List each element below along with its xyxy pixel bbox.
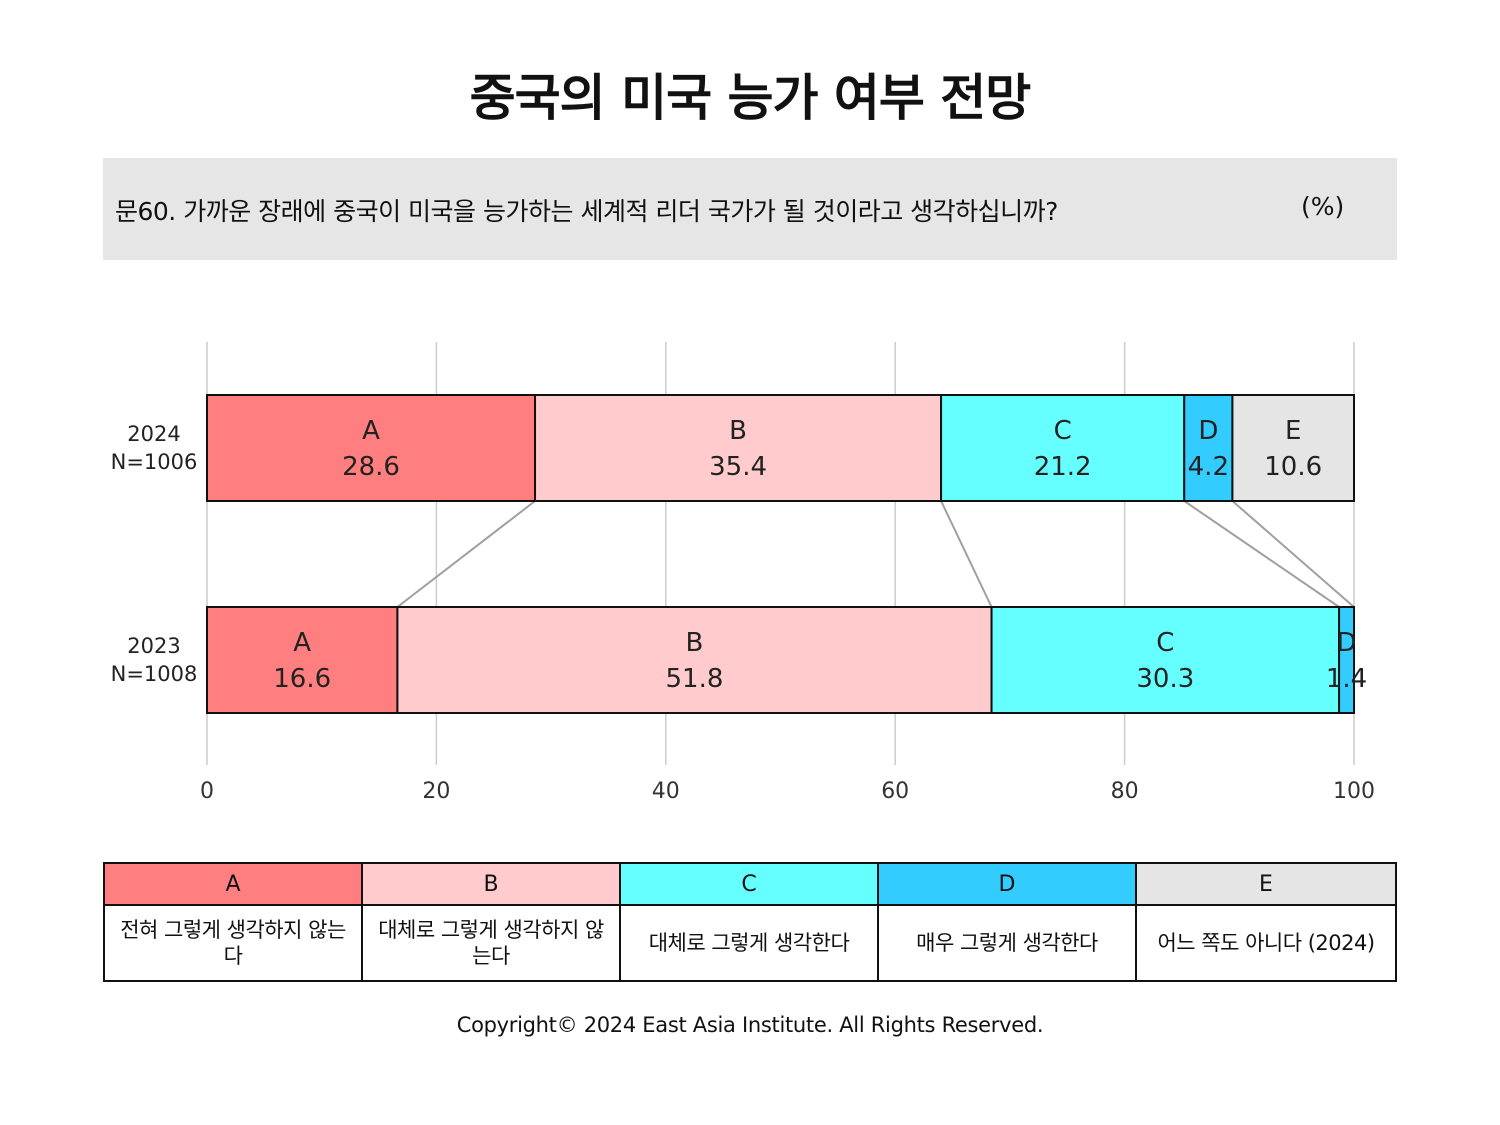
bar-series-label-2024-d: D	[1198, 416, 1218, 446]
data-label-2023-a: 16.6	[273, 664, 331, 694]
legend-header-d: D	[879, 864, 1137, 906]
bar-series-label-2023-b: B	[686, 628, 704, 658]
bar-series-label-2024-c: C	[1054, 416, 1072, 446]
bar-2024-a	[206, 394, 537, 502]
y-sample-size-2024: N=1006	[111, 450, 198, 474]
x-tick-label-0: 0	[200, 779, 214, 804]
bar-2024-c	[940, 394, 1186, 502]
data-label-2024-a: 28.6	[342, 452, 400, 482]
data-label-2024-c: 21.2	[1034, 452, 1092, 482]
data-label-2023-b: 51.8	[666, 664, 724, 694]
legend-table: A B C D E 전혀 그렇게 생각하지 않는다 대체로 그렇게 생각하지 않…	[103, 862, 1397, 982]
connector-line-d	[1231, 500, 1355, 608]
bar-2024-e	[1231, 394, 1355, 502]
data-label-2024-d: 4.2	[1188, 452, 1229, 482]
bar-series-label-2023-a: A	[293, 628, 311, 658]
y-category-label-2023: 2023	[127, 634, 180, 658]
bar-2024-b	[534, 394, 943, 502]
bar-2023-d	[1338, 606, 1355, 714]
legend-header-b: B	[363, 864, 621, 906]
chart-title: 중국의 미국 능가 여부 전망	[469, 69, 1032, 127]
x-tick-label-80: 80	[1111, 779, 1139, 804]
copyright-text: Copyright© 2024 East Asia Institute. All…	[456, 1013, 1044, 1037]
x-tick-label-40: 40	[652, 779, 680, 804]
question-box: 문60. 가까운 장래에 중국이 미국을 능가하는 세계적 리더 국가가 될 것…	[103, 158, 1397, 260]
question-text: 문60. 가까운 장래에 중국이 미국을 능가하는 세계적 리더 국가가 될 것…	[115, 197, 1058, 226]
connector-line-c	[1183, 500, 1340, 608]
bar-2024-d	[1183, 394, 1234, 502]
bar-series-label-2024-e: E	[1285, 416, 1301, 446]
bar-series-label-2023-d: D	[1337, 628, 1357, 658]
bar-series-label-2023-c: C	[1156, 628, 1174, 658]
x-tick-label-20: 20	[422, 779, 450, 804]
legend-desc-d: 매우 그렇게 생각한다	[879, 906, 1137, 980]
bar-series-label-2024-a: A	[362, 416, 380, 446]
legend-desc-a: 전혀 그렇게 생각하지 않는다	[105, 906, 363, 980]
bar-2023-a	[206, 606, 399, 714]
data-label-2023-c: 30.3	[1136, 664, 1194, 694]
data-label-2024-b: 35.4	[709, 452, 767, 482]
legend-desc-b: 대체로 그렇게 생각하지 않는다	[363, 906, 621, 980]
data-label-2024-e: 10.6	[1264, 452, 1322, 482]
y-sample-size-2023: N=1008	[111, 662, 198, 686]
connector-line-a	[396, 500, 536, 608]
legend-header-a: A	[105, 864, 363, 906]
connector-line-b	[940, 500, 993, 608]
legend-header-e: E	[1137, 864, 1395, 906]
x-tick-label-60: 60	[881, 779, 909, 804]
legend-desc-c: 대체로 그렇게 생각한다	[621, 906, 879, 980]
stacked-bar-chart: 0 20 40 60 80 100 A 28.6 B 35.4 C 21.2 D 4.2 E 10.6 2024…	[111, 342, 1375, 804]
y-category-label-2024: 2024	[127, 422, 180, 446]
data-label-2023-d: 1.4	[1326, 664, 1367, 694]
x-tick-label-100: 100	[1333, 779, 1375, 804]
unit-label: (%)	[1301, 192, 1345, 221]
bar-2023-c	[990, 606, 1341, 714]
legend-desc-e: 어느 쪽도 아니다 (2024)	[1157, 931, 1375, 955]
bar-2023-b	[396, 606, 993, 714]
legend-header-c: C	[621, 864, 879, 906]
bar-series-label-2024-b: B	[729, 416, 747, 446]
